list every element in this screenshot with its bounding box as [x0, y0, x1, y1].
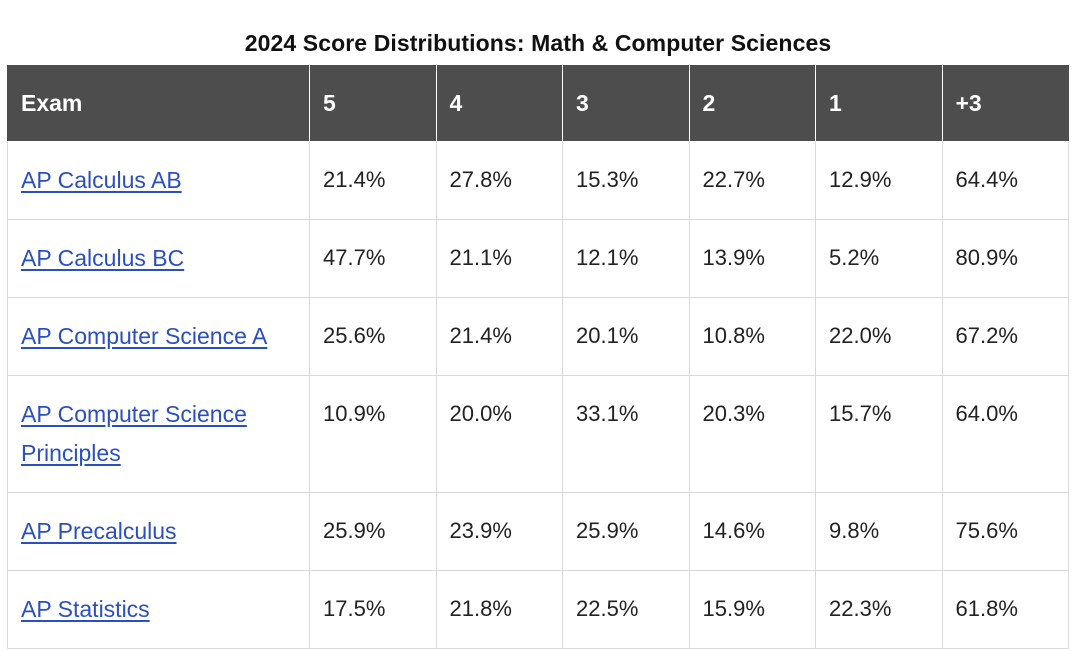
- column-header-exam: Exam: [7, 65, 310, 142]
- column-header-score-1: 1: [815, 65, 943, 142]
- score-cell: 20.1%: [562, 297, 690, 376]
- score-cell: 80.9%: [941, 219, 1069, 298]
- table-row: AP Computer Science Principles 10.9% 20.…: [7, 375, 1069, 493]
- exam-cell: AP Calculus BC: [7, 219, 310, 298]
- column-header-score-3: 3: [562, 65, 690, 142]
- score-cell: 15.9%: [688, 570, 816, 649]
- column-header-3-plus: +3: [941, 65, 1069, 142]
- score-cell: 21.4%: [435, 297, 563, 376]
- score-cell: 33.1%: [562, 375, 690, 493]
- exam-link[interactable]: AP Computer Science Principles: [21, 401, 247, 466]
- table-header-row: Exam 5 4 3 2 1 +3: [7, 65, 1069, 142]
- exam-cell: AP Calculus AB: [7, 141, 310, 220]
- score-cell: 10.8%: [688, 297, 816, 376]
- score-cell: 12.1%: [562, 219, 690, 298]
- exam-link[interactable]: AP Statistics: [21, 596, 150, 622]
- score-cell: 75.6%: [941, 492, 1069, 571]
- table-row: AP Computer Science A 25.6% 21.4% 20.1% …: [7, 297, 1069, 376]
- exam-cell: AP Computer Science Principles: [7, 375, 310, 493]
- table-row: AP Statistics 17.5% 21.8% 22.5% 15.9% 22…: [7, 570, 1069, 649]
- score-cell: 22.5%: [562, 570, 690, 649]
- score-cell: 67.2%: [941, 297, 1069, 376]
- score-cell: 22.3%: [815, 570, 943, 649]
- score-cell: 14.6%: [688, 492, 816, 571]
- score-cell: 64.4%: [941, 141, 1069, 220]
- score-cell: 22.7%: [688, 141, 816, 220]
- score-cell: 12.9%: [815, 141, 943, 220]
- table-row: AP Calculus AB 21.4% 27.8% 15.3% 22.7% 1…: [7, 141, 1069, 220]
- score-cell: 15.7%: [815, 375, 943, 493]
- column-header-score-4: 4: [435, 65, 563, 142]
- exam-cell: AP Precalculus: [7, 492, 310, 571]
- score-cell: 21.8%: [435, 570, 563, 649]
- score-cell: 9.8%: [815, 492, 943, 571]
- exam-link[interactable]: AP Computer Science A: [21, 323, 268, 349]
- score-cell: 21.4%: [309, 141, 437, 220]
- exam-cell: AP Computer Science A: [7, 297, 310, 376]
- score-distribution-table: Exam 5 4 3 2 1 +3 AP Calculus AB 21.4% 2…: [7, 65, 1069, 649]
- score-cell: 22.0%: [815, 297, 943, 376]
- score-cell: 10.9%: [309, 375, 437, 493]
- score-cell: 17.5%: [309, 570, 437, 649]
- column-header-score-2: 2: [688, 65, 816, 142]
- score-cell: 47.7%: [309, 219, 437, 298]
- exam-link[interactable]: AP Calculus BC: [21, 245, 185, 271]
- score-cell: 25.9%: [309, 492, 437, 571]
- score-cell: 23.9%: [435, 492, 563, 571]
- score-cell: 20.3%: [688, 375, 816, 493]
- score-cell: 5.2%: [815, 219, 943, 298]
- score-cell: 25.9%: [562, 492, 690, 571]
- column-header-score-5: 5: [309, 65, 437, 142]
- score-cell: 13.9%: [688, 219, 816, 298]
- table-row: AP Calculus BC 47.7% 21.1% 12.1% 13.9% 5…: [7, 219, 1069, 298]
- table-row: AP Precalculus 25.9% 23.9% 25.9% 14.6% 9…: [7, 492, 1069, 571]
- table-title: 2024 Score Distributions: Math & Compute…: [244, 30, 832, 56]
- score-cell: 21.1%: [435, 219, 563, 298]
- score-cell: 64.0%: [941, 375, 1069, 493]
- score-cell: 25.6%: [309, 297, 437, 376]
- score-cell: 27.8%: [435, 141, 563, 220]
- score-cell: 15.3%: [562, 141, 690, 220]
- exam-link[interactable]: AP Calculus AB: [21, 167, 182, 193]
- exam-cell: AP Statistics: [7, 570, 310, 649]
- exam-link[interactable]: AP Precalculus: [21, 518, 177, 544]
- score-cell: 61.8%: [941, 570, 1069, 649]
- score-cell: 20.0%: [435, 375, 563, 493]
